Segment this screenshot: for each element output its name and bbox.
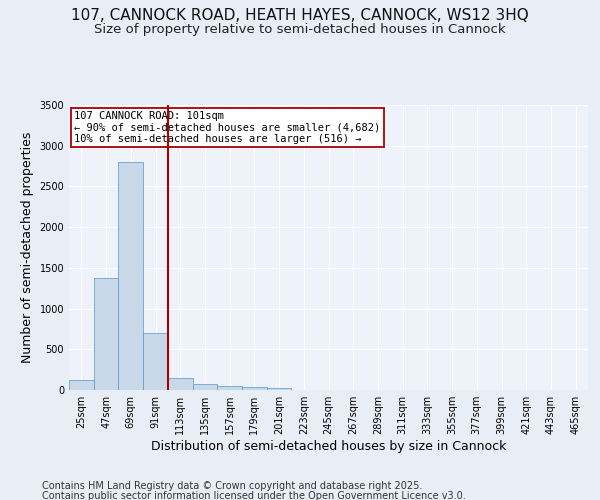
Bar <box>168 378 193 390</box>
Text: Contains public sector information licensed under the Open Government Licence v3: Contains public sector information licen… <box>42 491 466 500</box>
Y-axis label: Number of semi-detached properties: Number of semi-detached properties <box>21 132 34 363</box>
Text: Contains HM Land Registry data © Crown copyright and database right 2025.: Contains HM Land Registry data © Crown c… <box>42 481 422 491</box>
Bar <box>94 278 118 390</box>
Text: 107, CANNOCK ROAD, HEATH HAYES, CANNOCK, WS12 3HQ: 107, CANNOCK ROAD, HEATH HAYES, CANNOCK,… <box>71 8 529 22</box>
Bar <box>143 333 168 390</box>
Text: 107 CANNOCK ROAD: 101sqm
← 90% of semi-detached houses are smaller (4,682)
10% o: 107 CANNOCK ROAD: 101sqm ← 90% of semi-d… <box>74 110 380 144</box>
Bar <box>69 380 94 390</box>
Text: Size of property relative to semi-detached houses in Cannock: Size of property relative to semi-detach… <box>94 22 506 36</box>
X-axis label: Distribution of semi-detached houses by size in Cannock: Distribution of semi-detached houses by … <box>151 440 506 453</box>
Bar <box>267 388 292 390</box>
Bar <box>217 386 242 390</box>
Bar <box>193 384 217 390</box>
Bar <box>118 162 143 390</box>
Bar <box>242 387 267 390</box>
